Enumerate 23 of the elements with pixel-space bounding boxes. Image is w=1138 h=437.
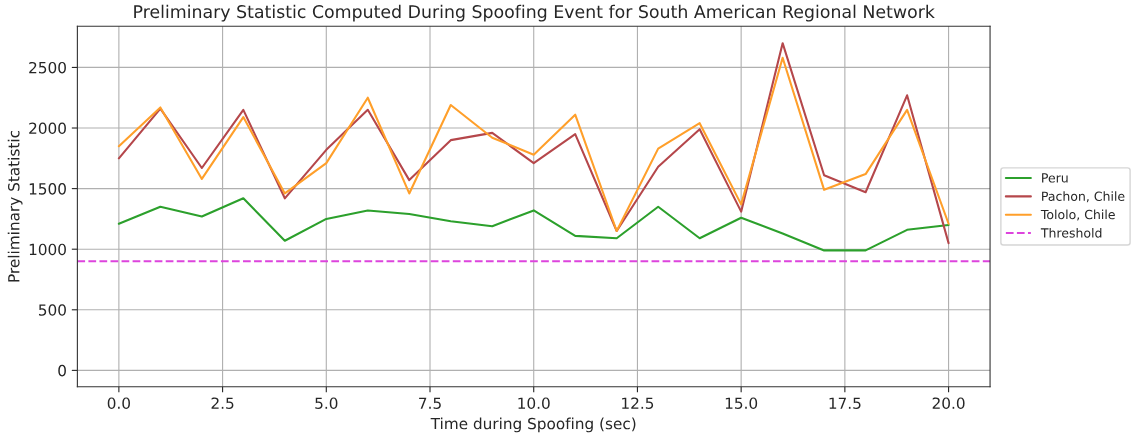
y-tick-label: 500 xyxy=(38,304,66,316)
x-tick-label: 12.5 xyxy=(622,397,654,409)
legend-label: Tololo, Chile xyxy=(1040,209,1115,221)
y-axis-title: Preliminary Statistic xyxy=(7,130,23,282)
x-tick-label: 5.0 xyxy=(315,397,338,409)
y-tick-label: 1500 xyxy=(29,183,66,195)
x-tick-label: 2.5 xyxy=(211,397,234,409)
chart-title: Preliminary Statistic Computed During Spoofing Event for South American Regional Network xyxy=(134,4,935,22)
line-series xyxy=(117,197,950,252)
y-tick-label: 2000 xyxy=(29,122,66,135)
x-tick-label: 7.5 xyxy=(419,397,441,409)
x-tick-label: 17.5 xyxy=(829,397,861,409)
legend-label: Peru xyxy=(1042,173,1068,183)
x-tick-label: 10.0 xyxy=(518,397,550,409)
x-tick-label: 15.0 xyxy=(725,397,758,409)
x-tick-label: 20.0 xyxy=(932,397,965,409)
y-tick-label: 0 xyxy=(58,364,66,377)
legend-label: Pachon, Chile xyxy=(1042,191,1125,203)
y-tick-label: 2500 xyxy=(29,61,66,74)
x-tick-label: 0.0 xyxy=(107,397,130,409)
legend-label: Threshold xyxy=(1040,227,1102,238)
y-tick-label: 1000 xyxy=(29,243,66,256)
x-axis-title: Time during Spoofing (sec) xyxy=(430,417,636,433)
